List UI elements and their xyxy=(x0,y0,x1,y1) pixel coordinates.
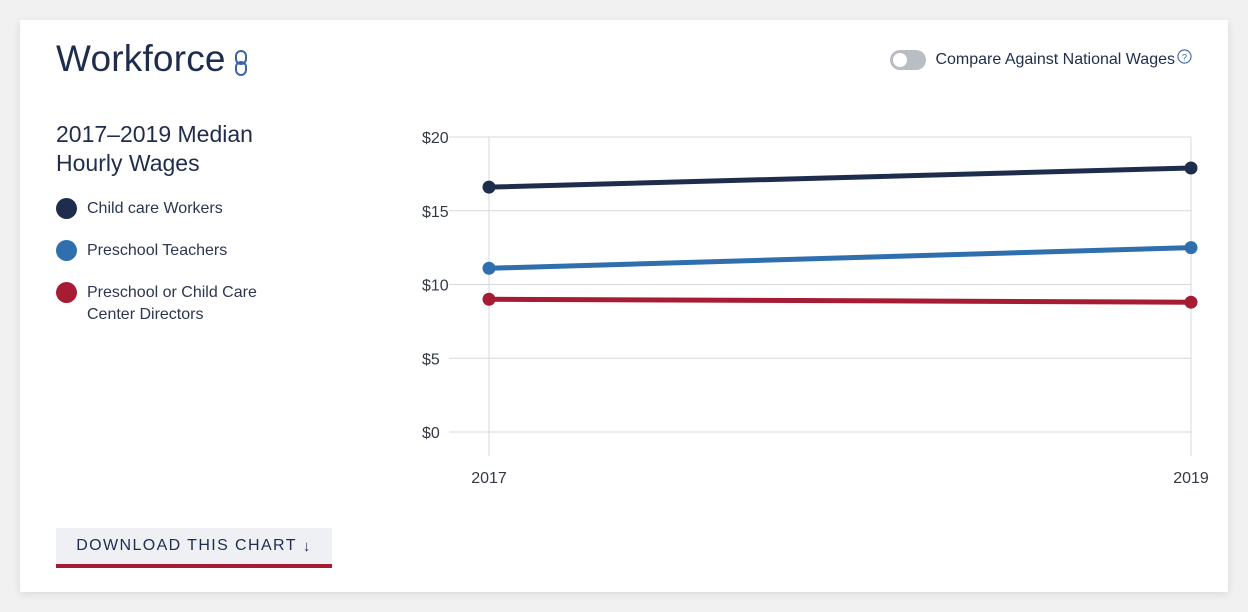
help-icon[interactable]: ? xyxy=(1175,49,1192,69)
title-row: Workforce xyxy=(56,38,248,80)
series-line xyxy=(486,296,1194,305)
compare-toggle-label: Compare Against National Wages xyxy=(935,51,1175,68)
page-title: Workforce xyxy=(56,38,226,79)
chart-title: 2017–2019 Median Hourly Wages xyxy=(56,121,253,176)
line-chart: $0 $5 $10 $15 $20 2017 2019 xyxy=(422,130,1209,487)
x-tick-label: 2019 xyxy=(1173,470,1209,487)
legend-swatch xyxy=(56,282,77,303)
download-arrow-icon: ↓ xyxy=(302,537,312,555)
download-chart-label: DOWNLOAD THIS CHART xyxy=(76,537,297,554)
data-point xyxy=(482,292,496,306)
legend-label: Preschool Teachers xyxy=(87,242,228,259)
chart-legend: Child care Workers Preschool Teachers Pres… xyxy=(56,198,287,346)
svg-text:?: ? xyxy=(1182,52,1187,62)
legend-item: Child care Workers xyxy=(56,198,287,220)
link-icon[interactable] xyxy=(234,49,248,77)
compare-toggle-group: Compare Against National Wages ? xyxy=(890,49,1192,70)
workforce-card: Workforce Compare Against National Wages… xyxy=(20,20,1228,592)
download-chart-button[interactable]: DOWNLOAD THIS CHART ↓ xyxy=(56,528,332,568)
data-point xyxy=(482,180,496,194)
y-tick-label: $0 xyxy=(422,425,440,442)
legend-swatch xyxy=(56,240,77,261)
y-tick-label: $10 xyxy=(422,278,449,295)
data-point xyxy=(482,261,496,275)
y-tick-label: $5 xyxy=(422,351,440,368)
series-line xyxy=(486,245,1194,271)
legend-label: Preschool or Child Care Center Directors xyxy=(87,284,257,323)
compare-toggle[interactable] xyxy=(890,50,927,70)
legend-swatch xyxy=(56,198,77,219)
legend-label: Child care Workers xyxy=(87,200,223,217)
toggle-knob xyxy=(893,53,908,67)
data-point xyxy=(1184,241,1198,255)
legend-item: Preschool Teachers xyxy=(56,240,287,262)
y-tick-label: $20 xyxy=(422,130,449,147)
series-line xyxy=(486,165,1194,190)
legend-item: Preschool or Child Care Center Directors xyxy=(56,282,287,326)
data-point xyxy=(1184,161,1198,175)
data-point xyxy=(1184,295,1198,309)
y-tick-label: $15 xyxy=(422,204,449,221)
x-tick-label: 2017 xyxy=(471,470,507,487)
